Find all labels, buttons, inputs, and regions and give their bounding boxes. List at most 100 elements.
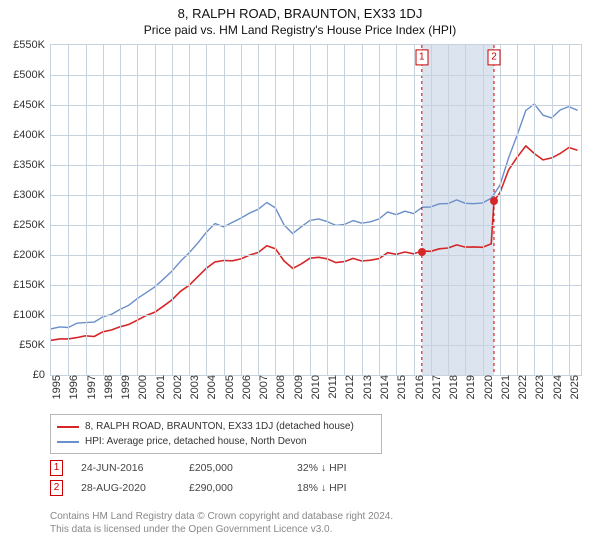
y-axis-label: £250K xyxy=(13,219,51,231)
sales-table-date: 28-AUG-2020 xyxy=(81,482,171,494)
chart-container: 8, RALPH ROAD, BRAUNTON, EX33 1DJ Price … xyxy=(0,0,600,560)
x-gridline xyxy=(344,45,345,375)
x-gridline xyxy=(327,45,328,375)
legend-label: 8, RALPH ROAD, BRAUNTON, EX33 1DJ (detac… xyxy=(85,419,354,434)
sales-table-row: 1 24-JUN-2016 £205,000 32% ↓ HPI xyxy=(50,460,387,476)
x-axis-label: 2011 xyxy=(323,375,339,399)
x-axis-label: 2024 xyxy=(548,375,564,399)
x-axis-label: 2000 xyxy=(133,375,149,399)
x-axis-label: 2022 xyxy=(513,375,529,399)
series-price_paid xyxy=(51,146,578,340)
x-gridline xyxy=(310,45,311,375)
x-gridline xyxy=(465,45,466,375)
x-axis-label: 2017 xyxy=(427,375,443,399)
x-axis-label: 2008 xyxy=(271,375,287,399)
y-axis-label: £350K xyxy=(13,159,51,171)
x-axis-label: 2005 xyxy=(220,375,236,399)
plot-area: £0£50K£100K£150K£200K£250K£300K£350K£400… xyxy=(50,44,582,376)
y-axis-label: £300K xyxy=(13,189,51,201)
x-gridline xyxy=(103,45,104,375)
y-gridline xyxy=(51,75,581,76)
x-axis-label: 2010 xyxy=(306,375,322,399)
chart-title: 8, RALPH ROAD, BRAUNTON, EX33 1DJ xyxy=(0,0,600,21)
x-gridline xyxy=(241,45,242,375)
x-gridline xyxy=(431,45,432,375)
x-gridline xyxy=(155,45,156,375)
y-gridline xyxy=(51,165,581,166)
chart-subtitle: Price paid vs. HM Land Registry's House … xyxy=(0,21,600,37)
x-axis-label: 2025 xyxy=(565,375,581,399)
x-axis-label: 2002 xyxy=(168,375,184,399)
legend-box: 8, RALPH ROAD, BRAUNTON, EX33 1DJ (detac… xyxy=(50,414,382,454)
x-gridline xyxy=(483,45,484,375)
sales-table-marker: 1 xyxy=(50,460,63,476)
sales-table: 1 24-JUN-2016 £205,000 32% ↓ HPI 2 28-AUG-202… xyxy=(50,460,387,500)
y-axis-label: £50K xyxy=(19,339,51,351)
x-gridline xyxy=(569,45,570,375)
x-axis-label: 2023 xyxy=(530,375,546,399)
x-gridline xyxy=(379,45,380,375)
y-axis-label: £100K xyxy=(13,309,51,321)
x-gridline xyxy=(552,45,553,375)
sales-table-delta: 18% ↓ HPI xyxy=(297,482,387,494)
x-axis-label: 1995 xyxy=(47,375,63,399)
y-axis-label: £450K xyxy=(13,99,51,111)
x-axis-label: 2020 xyxy=(479,375,495,399)
x-gridline xyxy=(396,45,397,375)
x-gridline xyxy=(206,45,207,375)
legend-label: HPI: Average price, detached house, Nort… xyxy=(85,434,307,449)
y-axis-label: £550K xyxy=(13,39,51,51)
y-gridline xyxy=(51,135,581,136)
sale-dot xyxy=(490,197,498,205)
sales-table-delta: 32% ↓ HPI xyxy=(297,462,387,474)
y-gridline xyxy=(51,105,581,106)
y-axis-label: £150K xyxy=(13,279,51,291)
sales-table-price: £205,000 xyxy=(189,462,279,474)
line-chart-svg xyxy=(51,45,581,375)
sales-table-date: 24-JUN-2016 xyxy=(81,462,171,474)
x-gridline xyxy=(120,45,121,375)
x-axis-label: 2007 xyxy=(254,375,270,399)
legend-swatch xyxy=(57,441,79,443)
x-gridline xyxy=(275,45,276,375)
y-axis-label: £400K xyxy=(13,129,51,141)
series-hpi xyxy=(51,104,578,329)
x-axis-label: 2018 xyxy=(444,375,460,399)
x-gridline xyxy=(137,45,138,375)
x-axis-label: 2004 xyxy=(202,375,218,399)
x-gridline xyxy=(224,45,225,375)
sales-table-marker: 2 xyxy=(50,480,63,496)
x-gridline xyxy=(362,45,363,375)
sales-table-price: £290,000 xyxy=(189,482,279,494)
footer-attribution: Contains HM Land Registry data © Crown c… xyxy=(50,510,393,536)
sale-dot xyxy=(418,248,426,256)
x-axis-label: 2006 xyxy=(237,375,253,399)
x-gridline xyxy=(448,45,449,375)
x-axis-label: 1999 xyxy=(116,375,132,399)
legend-item: 8, RALPH ROAD, BRAUNTON, EX33 1DJ (detac… xyxy=(57,419,375,434)
y-gridline xyxy=(51,315,581,316)
x-axis-label: 2015 xyxy=(392,375,408,399)
footer-line2: This data is licensed under the Open Gov… xyxy=(50,523,393,536)
x-gridline xyxy=(172,45,173,375)
x-axis-label: 2014 xyxy=(375,375,391,399)
x-gridline xyxy=(68,45,69,375)
y-gridline xyxy=(51,195,581,196)
x-gridline xyxy=(517,45,518,375)
x-axis-label: 2012 xyxy=(340,375,356,399)
legend-item: HPI: Average price, detached house, Nort… xyxy=(57,434,375,449)
x-axis-label: 2009 xyxy=(289,375,305,399)
x-axis-label: 1998 xyxy=(99,375,115,399)
x-gridline xyxy=(293,45,294,375)
x-gridline xyxy=(258,45,259,375)
x-gridline xyxy=(500,45,501,375)
y-axis-label: £500K xyxy=(13,69,51,81)
y-gridline xyxy=(51,225,581,226)
x-axis-label: 2013 xyxy=(358,375,374,399)
x-gridline xyxy=(534,45,535,375)
x-axis-label: 2021 xyxy=(496,375,512,399)
y-gridline xyxy=(51,345,581,346)
sale-marker-flag: 1 xyxy=(415,49,428,65)
x-axis-label: 2001 xyxy=(151,375,167,399)
x-axis-label: 1996 xyxy=(64,375,80,399)
